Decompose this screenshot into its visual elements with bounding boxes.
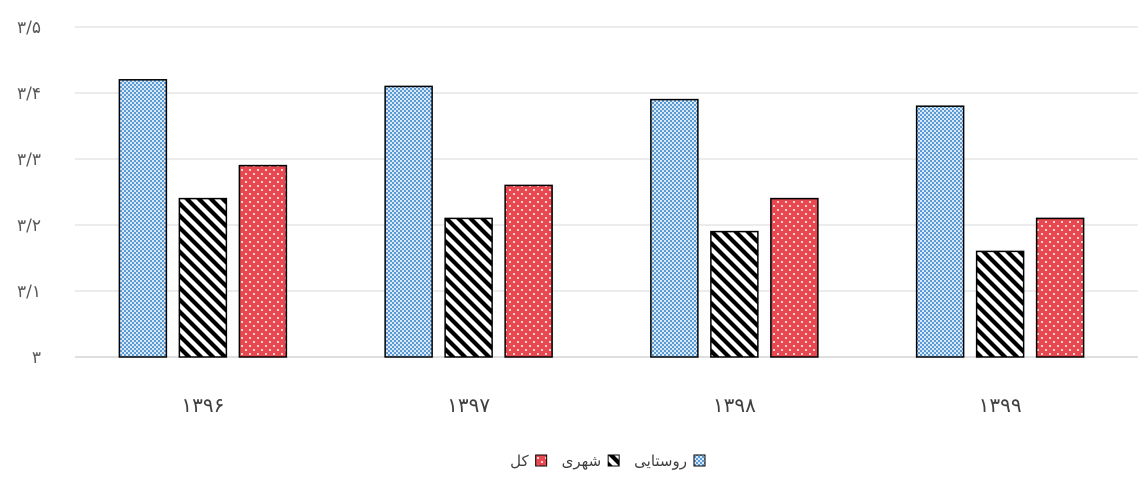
bar-2-1 — [178, 197, 228, 358]
bar-3-1 — [238, 164, 288, 358]
legend-swatch — [607, 454, 620, 467]
y-tick-label: ۳/۲ — [17, 216, 41, 236]
legend: روستایی شهری کل — [510, 452, 706, 470]
bar-1-3 — [650, 98, 699, 358]
bar-1-2 — [384, 85, 433, 358]
x-tick-label: ۱۳۹۶ — [181, 393, 224, 417]
legend-swatch — [535, 454, 548, 467]
legend-label: کل — [510, 452, 529, 470]
x-axis-ticks: ۱۳۹۶ ۱۳۹۷ ۱۳۹۸ ۱۳۹۹ — [181, 393, 1021, 417]
bars — [118, 79, 1085, 358]
y-tick-label: ۳/۳ — [17, 150, 41, 170]
y-tick-label: ۳/۱ — [17, 282, 41, 302]
bar-3-3 — [770, 197, 819, 358]
y-axis-ticks: ۳ ۳/۱ ۳/۲ ۳/۳ ۳/۴ ۳/۵ — [17, 18, 41, 368]
bar-3-4 — [1035, 217, 1085, 358]
bar-3-2 — [504, 184, 553, 358]
bar-1-1 — [118, 79, 168, 358]
x-tick-label: ۱۳۹۷ — [447, 393, 490, 417]
x-tick-label: ۱۳۹۸ — [713, 393, 756, 417]
legend-label: شهری — [562, 452, 602, 470]
bar-2-2 — [444, 217, 493, 358]
y-tick-label: ۳ — [32, 348, 41, 368]
bar-2-4 — [975, 250, 1025, 358]
bar-2-3 — [710, 230, 759, 358]
y-tick-label: ۳/۴ — [17, 84, 41, 104]
legend-swatch — [693, 454, 706, 467]
bar-1-4 — [915, 105, 965, 358]
y-tick-label: ۳/۵ — [17, 18, 41, 38]
x-tick-label: ۱۳۹۹ — [979, 393, 1022, 417]
legend-label: روستایی — [634, 452, 687, 470]
